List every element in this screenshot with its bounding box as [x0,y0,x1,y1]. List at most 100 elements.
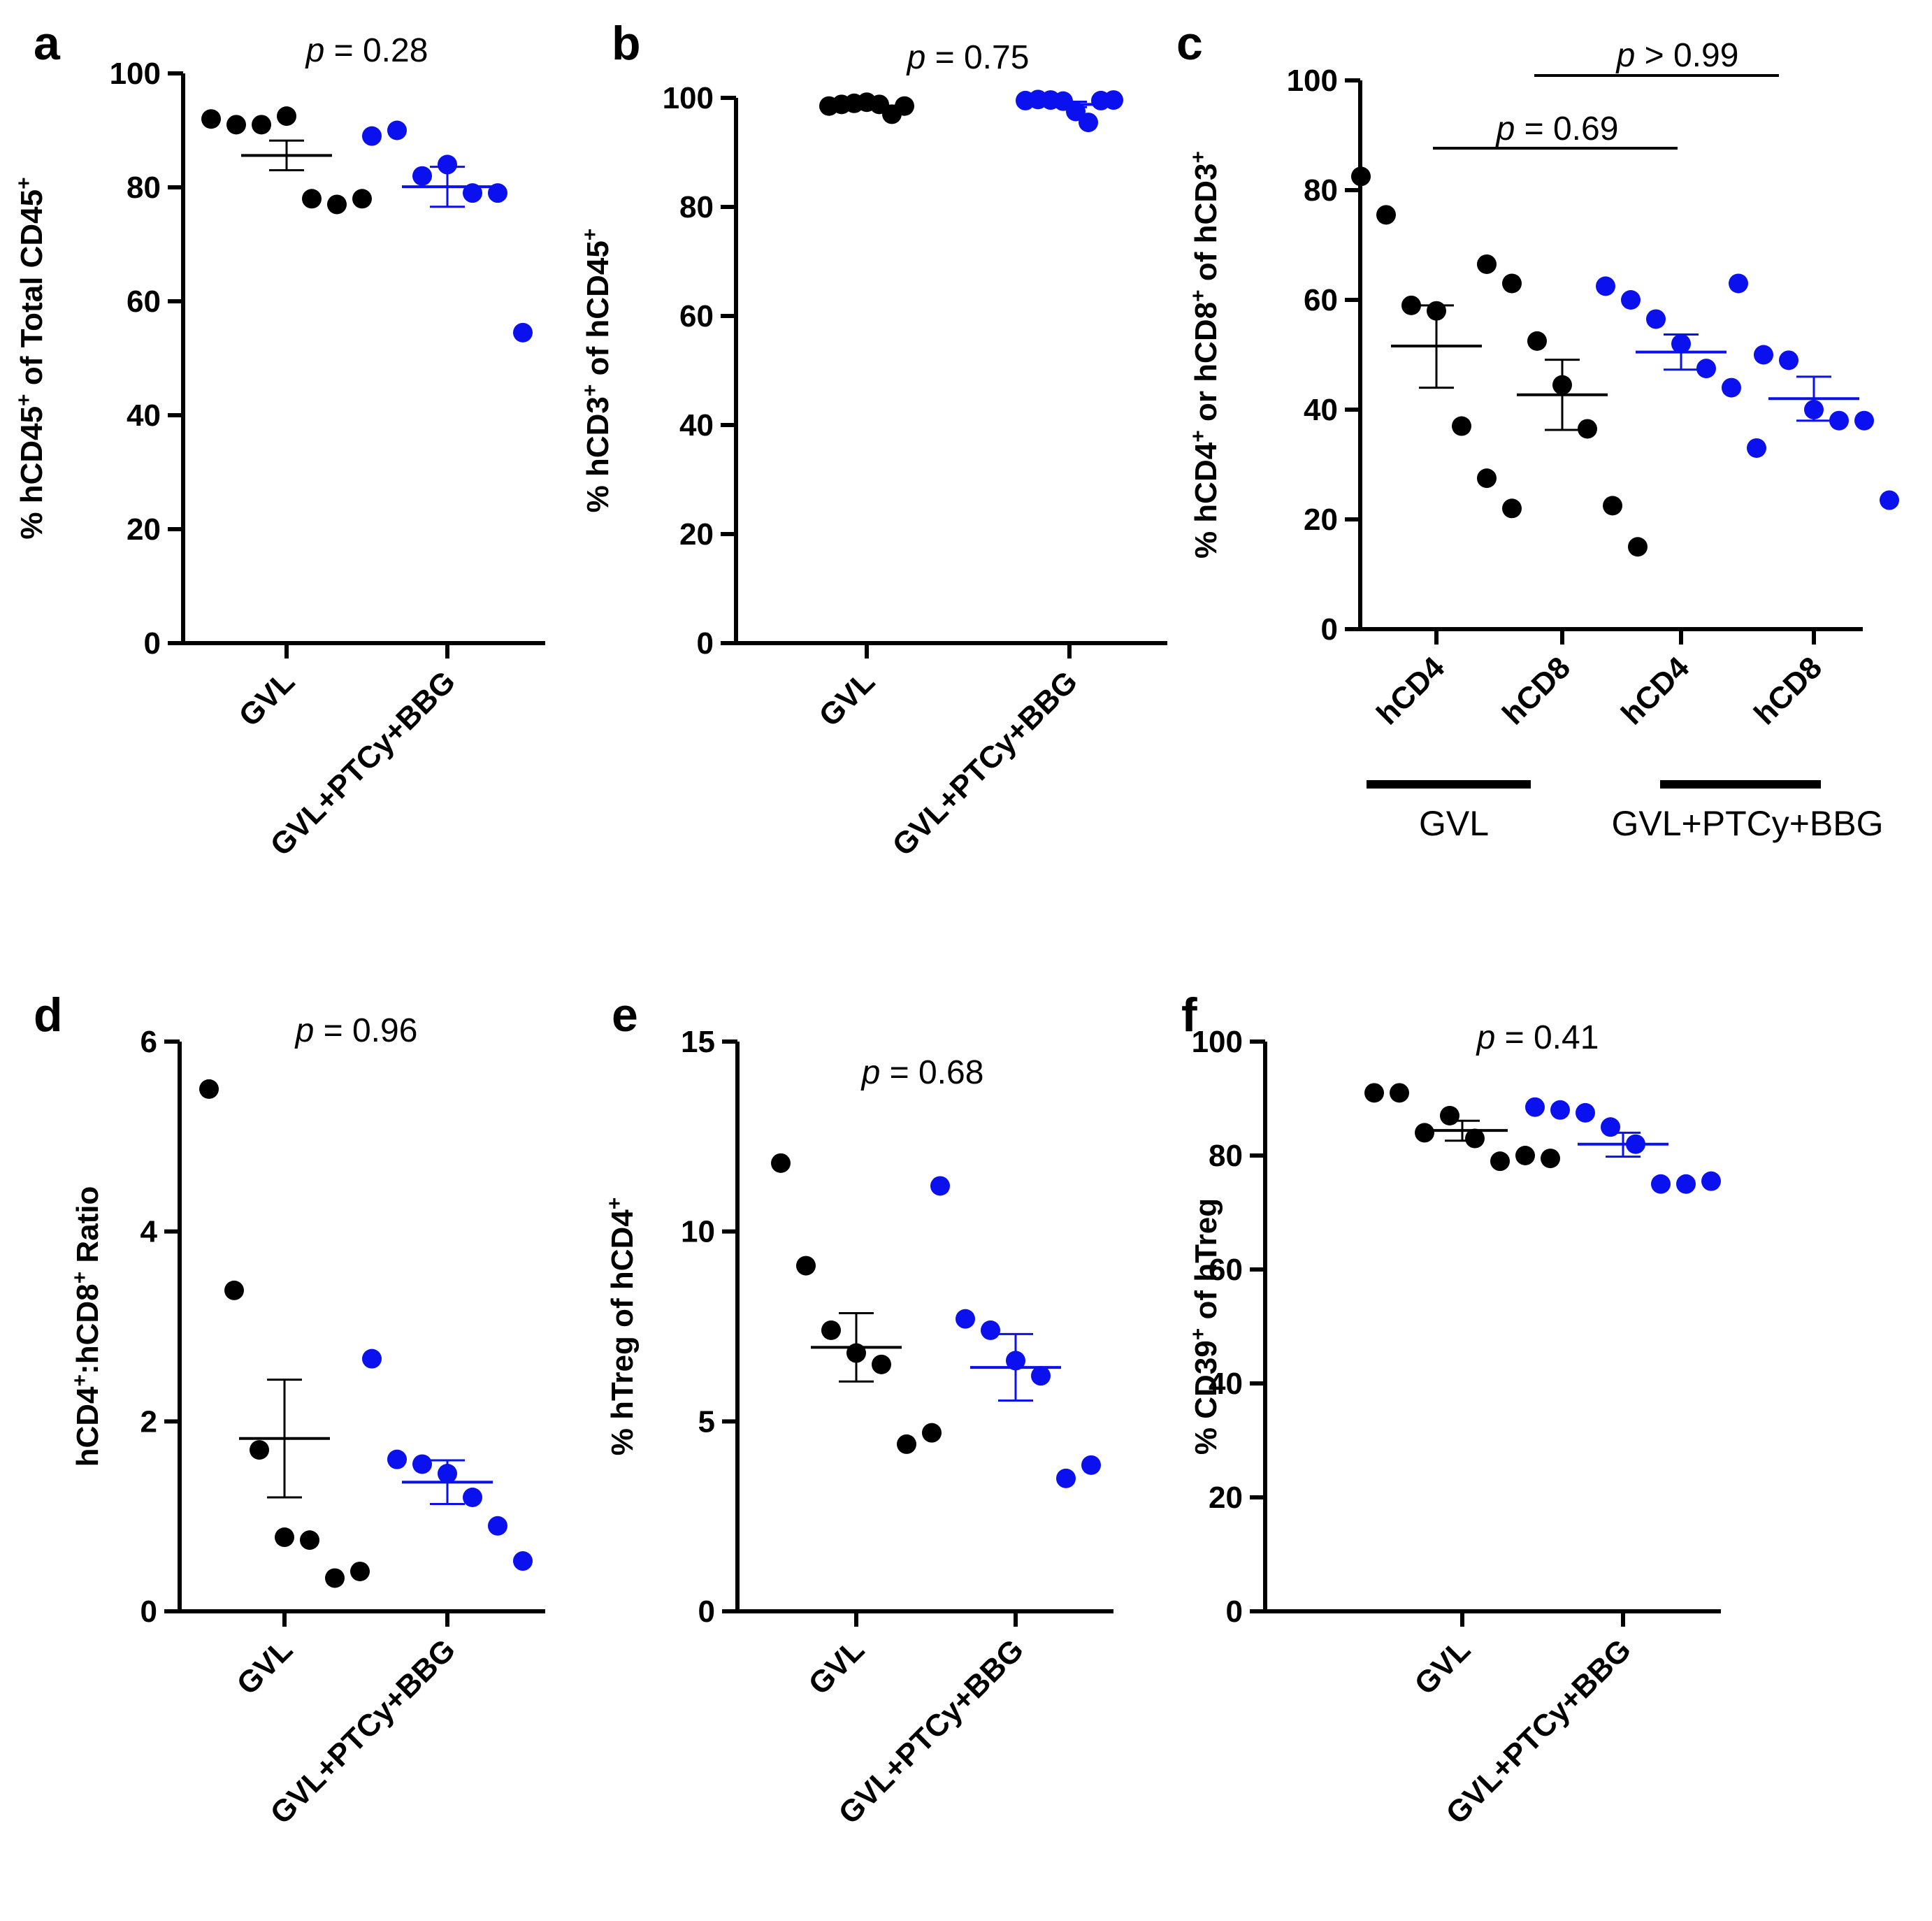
data-point [362,1348,382,1369]
y-tick-label: 20 [1304,503,1338,537]
data-point [1376,205,1396,225]
y-tick-label: 4 [140,1215,158,1249]
superscript: + [1187,289,1210,302]
p-value-text: = 0.69 [1515,110,1618,148]
group-label-gvl: GVL [1419,804,1489,843]
p-value: p = 0.68 [860,1054,984,1091]
label-part: of hCD45 [581,240,615,384]
y-tick-label: 2 [140,1404,157,1439]
series-gvl [819,92,914,124]
p-value: p = 0.96 [294,1012,418,1049]
data-point [1754,345,1773,365]
y-axis-label: % hTreg of hCD4+ [603,1197,640,1456]
data-point [1477,468,1497,489]
data-point [513,1551,533,1571]
superscript: + [69,1374,92,1387]
data-point [1490,1151,1510,1172]
panel-letter: c [1176,17,1203,70]
data-point [252,115,271,135]
p-symbol: p [906,39,926,76]
series-gvl-ptcy-bbg [1016,89,1123,133]
series-gvl-ptcy-bbg [930,1176,1101,1488]
data-point [1502,273,1522,294]
data-point [412,1454,432,1474]
y-tick-label: 60 [679,299,714,333]
x-tick-label: GVL [232,664,301,733]
label-part: hCD4 [71,1386,105,1467]
series-gvl [771,1153,942,1454]
y-tick-label: 100 [1192,1025,1243,1059]
y-tick-label: 6 [140,1025,157,1059]
y-tick-label: 40 [127,398,161,433]
superscript: + [1187,430,1210,443]
data-point [277,106,296,127]
y-tick-label: 80 [1209,1139,1243,1173]
data-point [1541,1149,1560,1169]
data-point [872,1354,891,1374]
p-value: p = 0.28 [305,32,428,69]
y-tick-label: 0 [1321,612,1338,647]
data-point [201,109,221,129]
y-axis-label: % CD39+ of hTreg [1187,1198,1224,1455]
y-axis-label: hCD4+:hCD8+ Ratio [69,1186,106,1467]
p-value: p = 0.41 [1476,1019,1599,1056]
data-point [387,1449,407,1469]
label-part: % hTreg of hCD4 [605,1209,640,1456]
data-point [327,194,347,215]
p-value-text: > 0.99 [1635,37,1738,74]
data-point [1880,490,1899,510]
y-tick-label: 60 [1304,283,1338,317]
y-tick-label: 5 [698,1404,715,1439]
label-part: of hCD3 [1189,163,1223,289]
group-label-treated: GVL+PTCy+BBG [1611,804,1883,843]
superscript: + [13,177,36,189]
data-point [300,1530,319,1551]
p-value-text: = 0.68 [880,1054,983,1091]
data-point [956,1309,975,1329]
p-value: p = 0.75 [906,39,1030,76]
p-value-hcd4: p = 0.69 [1495,110,1619,148]
p-value-text: = 0.75 [925,39,1029,76]
data-point [1525,1097,1545,1117]
y-tick-label: 80 [127,171,161,205]
p-symbol: p [1476,1019,1496,1056]
superscript: + [1187,1328,1210,1341]
superscript: + [69,1272,92,1284]
x-tick-label: GVL+PTCy+BBG [886,664,1084,863]
x-tick-label: GVL [230,1632,299,1701]
data-point [1440,1105,1459,1125]
y-tick-label: 15 [681,1025,715,1059]
data-point [796,1256,816,1276]
p-value-hcd8: p > 0.99 [1615,37,1739,74]
x-tick-label: hCD8 [1747,650,1829,731]
superscript: + [579,229,602,241]
y-tick-label: 40 [1304,393,1338,427]
panel-letter: f [1181,988,1197,1042]
data-point [1364,1083,1384,1103]
p-symbol: p [1495,110,1515,148]
data-point [1515,1146,1535,1165]
data-point [362,126,382,146]
series-gvl [199,1079,370,1588]
data-point [897,1434,916,1454]
data-point [1452,416,1471,436]
superscript: + [603,1197,626,1210]
superscript: + [13,394,36,406]
y-tick-label: 60 [1209,1253,1243,1287]
data-point [1701,1171,1721,1191]
data-point [1576,1102,1595,1123]
series-gvl-ptcy-bbg [362,120,533,343]
data-point [350,1561,370,1581]
data-point [1596,276,1615,296]
data-point [1628,537,1648,557]
data-point [1031,1366,1051,1386]
series-gvl [1364,1083,1560,1172]
y-tick-label: 20 [679,517,714,552]
y-axis-label: % hCD45+ of Total CD45+ [13,177,50,539]
data-point [513,322,533,343]
data-point [199,1079,219,1099]
data-point [387,120,407,141]
